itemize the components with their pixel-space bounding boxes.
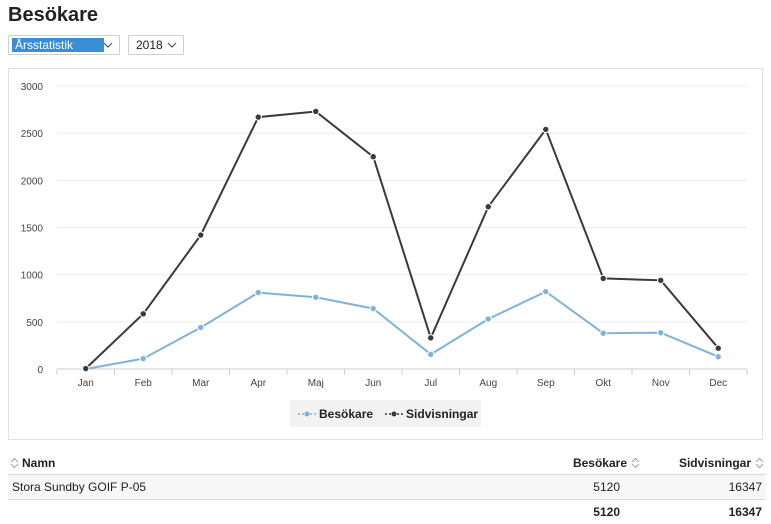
legend-item-pageviews[interactable]: Sidvisningar bbox=[385, 407, 478, 421]
column-header-pageviews-label: Sidvisningar bbox=[679, 456, 751, 470]
column-header-visitors-label: Besökare bbox=[573, 456, 627, 470]
sort-icon bbox=[631, 457, 640, 469]
stats-table: Namn Besökare Sidvisningar bbox=[8, 452, 766, 524]
x-tick-label: Maj bbox=[308, 378, 324, 389]
data-point-pageviews bbox=[658, 277, 664, 283]
legend-swatch-pageviews bbox=[385, 409, 403, 419]
data-point-visitors bbox=[715, 354, 721, 360]
table-row[interactable]: Stora Sundby GOIF P-05 5120 16347 bbox=[8, 475, 766, 500]
chevron-down-icon bbox=[103, 40, 113, 50]
sort-icon bbox=[755, 457, 764, 469]
column-header-visitors[interactable]: Besökare bbox=[498, 452, 642, 475]
y-tick-label: 2000 bbox=[21, 176, 44, 187]
series-line-pageviews bbox=[86, 112, 719, 369]
data-point-pageviews bbox=[255, 114, 261, 120]
legend-swatch-visitors bbox=[298, 409, 316, 419]
x-tick-label: Feb bbox=[135, 378, 153, 389]
cell-total-label bbox=[8, 500, 498, 524]
cell-total-pageviews: 16347 bbox=[642, 500, 766, 524]
data-point-pageviews bbox=[543, 126, 549, 132]
cell-name: Stora Sundby GOIF P-05 bbox=[8, 475, 498, 500]
data-point-visitors bbox=[543, 288, 549, 294]
cell-pageviews: 16347 bbox=[642, 475, 766, 500]
x-tick-label: Dec bbox=[709, 378, 727, 389]
chart-panel: 0 500 1000 1500 2000 2500 3000 Jan Feb Mar Apr Maj J… bbox=[8, 68, 763, 440]
data-point-visitors bbox=[255, 289, 261, 295]
cell-total-visitors: 5120 bbox=[498, 500, 642, 524]
period-select-value: Årsstatistik bbox=[12, 38, 104, 52]
data-point-visitors bbox=[600, 330, 606, 336]
period-select[interactable]: Årsstatistik bbox=[8, 35, 120, 55]
data-point-pageviews bbox=[485, 204, 491, 210]
year-select-value: 2018 bbox=[133, 38, 166, 52]
legend-label-visitors: Besökare bbox=[319, 407, 373, 421]
page-title: Besökare bbox=[8, 4, 98, 27]
data-point-visitors bbox=[370, 305, 376, 311]
x-tick-label: Aug bbox=[479, 378, 497, 389]
y-tick-label: 500 bbox=[26, 318, 43, 329]
data-point-pageviews bbox=[428, 335, 434, 341]
data-point-visitors bbox=[140, 355, 146, 361]
column-header-pageviews[interactable]: Sidvisningar bbox=[642, 452, 766, 475]
data-point-pageviews bbox=[715, 345, 721, 351]
legend-label-pageviews: Sidvisningar bbox=[406, 407, 478, 421]
x-tick-label: Mar bbox=[192, 378, 210, 389]
data-point-pageviews bbox=[198, 232, 204, 238]
data-point-visitors bbox=[198, 324, 204, 330]
y-tick-label: 0 bbox=[37, 365, 43, 376]
chart-legend: Besökare Sidvisningar bbox=[290, 400, 481, 427]
y-tick-label: 2500 bbox=[21, 129, 44, 140]
sort-icon bbox=[10, 457, 19, 469]
year-select[interactable]: 2018 bbox=[128, 35, 184, 55]
data-point-pageviews bbox=[370, 154, 376, 160]
x-tick-label: Sep bbox=[537, 378, 555, 389]
data-point-pageviews bbox=[600, 275, 606, 281]
y-tick-label: 1500 bbox=[21, 224, 44, 235]
data-point-pageviews bbox=[83, 365, 89, 371]
data-point-pageviews bbox=[313, 108, 319, 114]
data-point-pageviews bbox=[140, 311, 146, 317]
data-point-visitors bbox=[313, 294, 319, 300]
column-header-name-label: Namn bbox=[22, 456, 55, 470]
table-totals-row: 5120 16347 bbox=[8, 500, 766, 524]
x-tick-label: Okt bbox=[595, 378, 611, 389]
x-tick-label: Jan bbox=[78, 378, 94, 389]
y-tick-label: 3000 bbox=[21, 82, 44, 93]
x-tick-label: Apr bbox=[250, 378, 266, 389]
x-tick-label: Jul bbox=[424, 378, 437, 389]
series-line-visitors bbox=[86, 292, 719, 369]
chevron-down-icon bbox=[167, 40, 177, 50]
x-tick-label: Nov bbox=[652, 378, 670, 389]
visitors-line-chart: 0 500 1000 1500 2000 2500 3000 Jan Feb Mar Apr Maj J… bbox=[9, 69, 762, 439]
y-tick-label: 1000 bbox=[21, 271, 44, 282]
data-point-visitors bbox=[485, 316, 491, 322]
column-header-name[interactable]: Namn bbox=[8, 452, 498, 475]
data-point-visitors bbox=[658, 329, 664, 335]
x-tick-label: Jun bbox=[365, 378, 381, 389]
legend-item-visitors[interactable]: Besökare bbox=[298, 407, 373, 421]
cell-visitors: 5120 bbox=[498, 475, 642, 500]
data-point-visitors bbox=[428, 351, 434, 357]
